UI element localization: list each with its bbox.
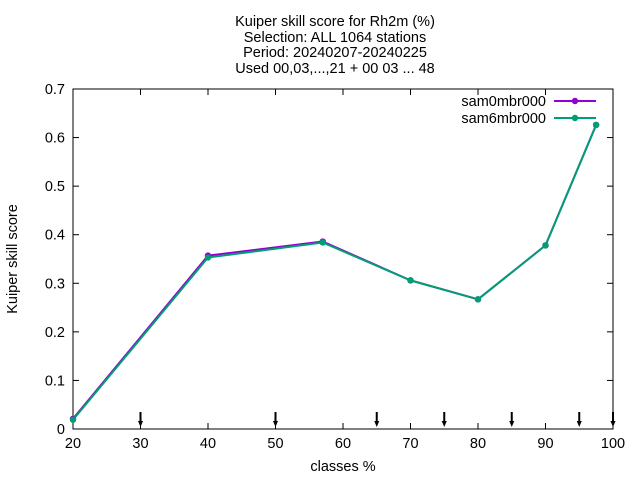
x-tick-label: 40 xyxy=(200,436,216,452)
class-marker-arrowhead xyxy=(441,421,447,427)
y-tick-label: 0.4 xyxy=(45,228,65,244)
data-point-sam6mbr000 xyxy=(592,121,600,129)
class-marker-arrowhead xyxy=(138,421,143,427)
plot-frame xyxy=(72,88,614,430)
legend-swatch-point xyxy=(571,97,579,105)
series-line-sam6mbr000 xyxy=(72,124,598,421)
x-axis: 20 30 40 50 60 70 80 90 100 xyxy=(65,89,625,452)
y-tick-label: 0 xyxy=(57,422,65,438)
data-point-sam6mbr000 xyxy=(474,296,482,303)
y-tick-label: 0.6 xyxy=(45,131,65,147)
data-point-sam6mbr000 xyxy=(204,254,212,261)
title-line-2: Selection: ALL 1064 stations xyxy=(244,30,426,46)
class-marker-arrowhead xyxy=(610,421,616,427)
data-point-sam6mbr000 xyxy=(542,242,549,249)
series-layer xyxy=(69,121,600,423)
y-axis: 0 0.1 0.2 0.3 0.4 0.5 0.6 0.7 xyxy=(45,82,613,438)
x-tick-label: 100 xyxy=(601,436,625,452)
data-point-sam6mbr000 xyxy=(407,277,414,284)
series-line-sam0mbr000 xyxy=(72,124,598,420)
y-tick-label: 0.3 xyxy=(45,276,65,292)
x-tick-label: 80 xyxy=(470,436,486,452)
legend-swatch-point xyxy=(571,114,579,122)
x-tick-label: 70 xyxy=(402,436,418,452)
legend-label: sam0mbr000 xyxy=(461,94,546,110)
x-tick-label: 90 xyxy=(537,436,553,452)
x-tick-label: 50 xyxy=(267,436,283,452)
x-tick-label: 30 xyxy=(132,436,148,452)
y-tick-label: 0.1 xyxy=(45,373,65,389)
y-tick-label: 0.2 xyxy=(45,325,65,341)
class-marker-arrowhead xyxy=(576,421,582,427)
x-axis-label: classes % xyxy=(310,459,375,475)
title-line-4: Used 00,03,...,21 + 00 03 ... 48 xyxy=(235,61,435,77)
title-line-1: Kuiper skill score for Rh2m (%) xyxy=(235,14,435,30)
chart-title: Kuiper skill score for Rh2m (%) Selectio… xyxy=(235,14,435,77)
title-line-3: Period: 20240207-20240225 xyxy=(243,45,427,61)
class-marker-arrowhead xyxy=(509,421,515,427)
x-tick-label: 60 xyxy=(335,436,351,452)
y-tick-label: 0.5 xyxy=(45,179,65,195)
y-axis-label: Kuiper skill score xyxy=(5,204,21,314)
x-tick-label: 20 xyxy=(65,436,81,452)
class-markers xyxy=(138,412,616,427)
legend-label: sam6mbr000 xyxy=(461,111,546,127)
class-marker-arrowhead xyxy=(374,421,380,427)
class-marker-arrowhead xyxy=(273,421,278,427)
data-point-sam6mbr000 xyxy=(69,416,77,423)
data-point-sam6mbr000 xyxy=(319,239,326,246)
y-tick-label: 0.7 xyxy=(45,82,65,98)
